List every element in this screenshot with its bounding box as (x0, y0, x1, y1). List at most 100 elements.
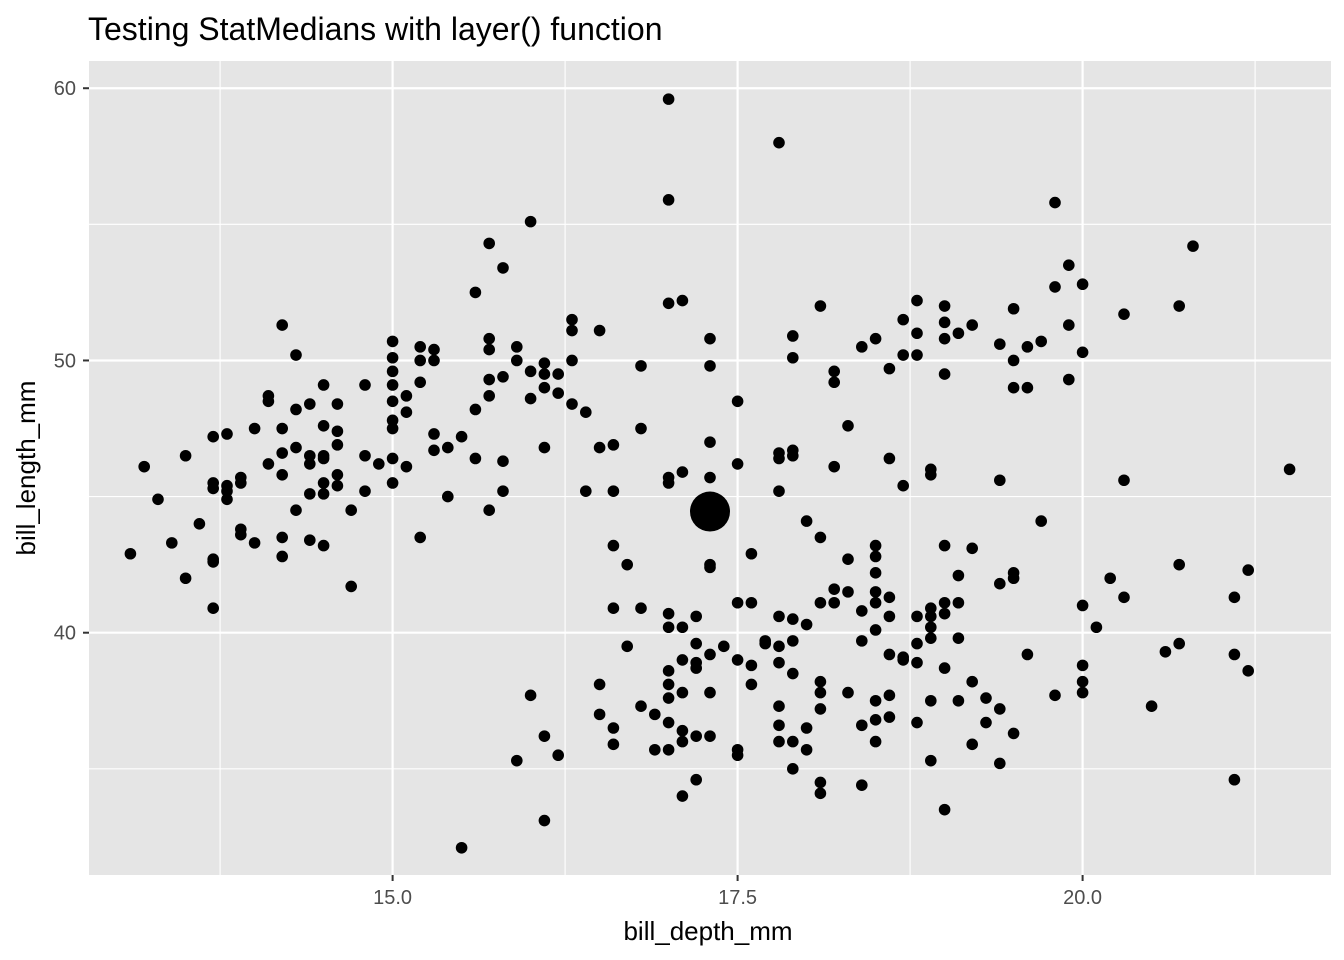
data-point (207, 430, 219, 443)
data-point (538, 814, 551, 827)
data-point (566, 354, 578, 367)
data-point (773, 656, 785, 669)
data-point (925, 754, 937, 767)
data-point (704, 471, 716, 484)
data-point (800, 618, 813, 631)
data-point (524, 215, 537, 228)
data-point (1007, 572, 1020, 585)
data-point (869, 735, 882, 748)
data-point (883, 610, 896, 623)
data-point (690, 662, 702, 674)
data-point (856, 719, 868, 732)
data-point (787, 613, 799, 625)
data-point (566, 398, 578, 410)
data-point (414, 531, 427, 544)
data-point (1242, 665, 1254, 677)
data-point (925, 610, 937, 623)
data-point (235, 477, 247, 489)
data-point (1076, 599, 1089, 612)
data-point (317, 420, 330, 432)
data-point (814, 596, 827, 609)
data-point (787, 351, 799, 364)
data-point (345, 580, 358, 593)
x-axis: 15.0 17.5 20.0 (373, 875, 1102, 909)
data-point (662, 194, 675, 206)
data-point (773, 735, 785, 748)
data-point (1173, 637, 1185, 650)
x-axis-title: bill_depth_mm (623, 916, 792, 946)
data-point (497, 370, 509, 383)
data-point (290, 504, 302, 516)
data-point (1035, 515, 1047, 527)
data-point (428, 354, 440, 367)
data-point (414, 341, 427, 353)
data-point (649, 708, 661, 721)
data-point (994, 757, 1006, 770)
data-point (773, 485, 785, 497)
data-point (787, 763, 799, 775)
data-point (883, 591, 896, 604)
data-point (676, 724, 689, 737)
data-point (331, 469, 344, 481)
data-point (317, 539, 330, 552)
data-point (1076, 659, 1089, 672)
data-point (1145, 700, 1158, 713)
data-point (635, 360, 647, 372)
data-point (1228, 773, 1241, 786)
data-point (704, 561, 716, 574)
data-point (276, 531, 289, 544)
data-point (676, 466, 689, 478)
data-point (193, 518, 206, 530)
data-point (566, 313, 578, 326)
data-point (773, 452, 785, 465)
data-point (704, 332, 716, 345)
data-point (828, 365, 840, 378)
data-point (483, 237, 496, 250)
data-point (676, 294, 689, 307)
data-point (345, 504, 358, 516)
data-point (718, 640, 730, 653)
data-point (994, 338, 1006, 350)
data-point (179, 449, 192, 462)
data-point (773, 700, 785, 713)
data-point (704, 686, 716, 699)
data-point (800, 743, 813, 756)
data-point (938, 332, 951, 345)
data-point (276, 319, 289, 331)
data-point (1007, 354, 1020, 367)
data-point (607, 738, 620, 751)
data-point (511, 754, 523, 767)
data-point (814, 776, 827, 789)
data-point (511, 341, 523, 353)
data-point (483, 390, 496, 402)
data-point (317, 452, 330, 465)
data-point (317, 488, 330, 500)
data-point (304, 449, 316, 462)
data-point (607, 485, 620, 497)
data-point (676, 621, 689, 634)
data-point (869, 596, 882, 609)
data-point (304, 488, 316, 500)
data-point (593, 441, 606, 454)
median-point (690, 491, 730, 532)
data-point (400, 406, 413, 418)
data-point (552, 387, 564, 399)
data-point (1283, 463, 1296, 476)
data-point (662, 692, 675, 704)
data-point (290, 349, 302, 361)
data-point (676, 735, 689, 748)
data-point (1076, 278, 1089, 291)
data-point (952, 632, 965, 644)
data-point (938, 662, 951, 674)
data-point (428, 343, 440, 356)
data-point (1228, 591, 1241, 604)
data-point (814, 531, 827, 544)
data-point (911, 637, 923, 650)
data-point (607, 539, 620, 552)
data-point (386, 365, 399, 378)
data-point (856, 605, 868, 617)
data-point (1118, 308, 1130, 320)
data-point (400, 390, 413, 402)
data-point (883, 648, 896, 661)
data-point (304, 534, 316, 546)
